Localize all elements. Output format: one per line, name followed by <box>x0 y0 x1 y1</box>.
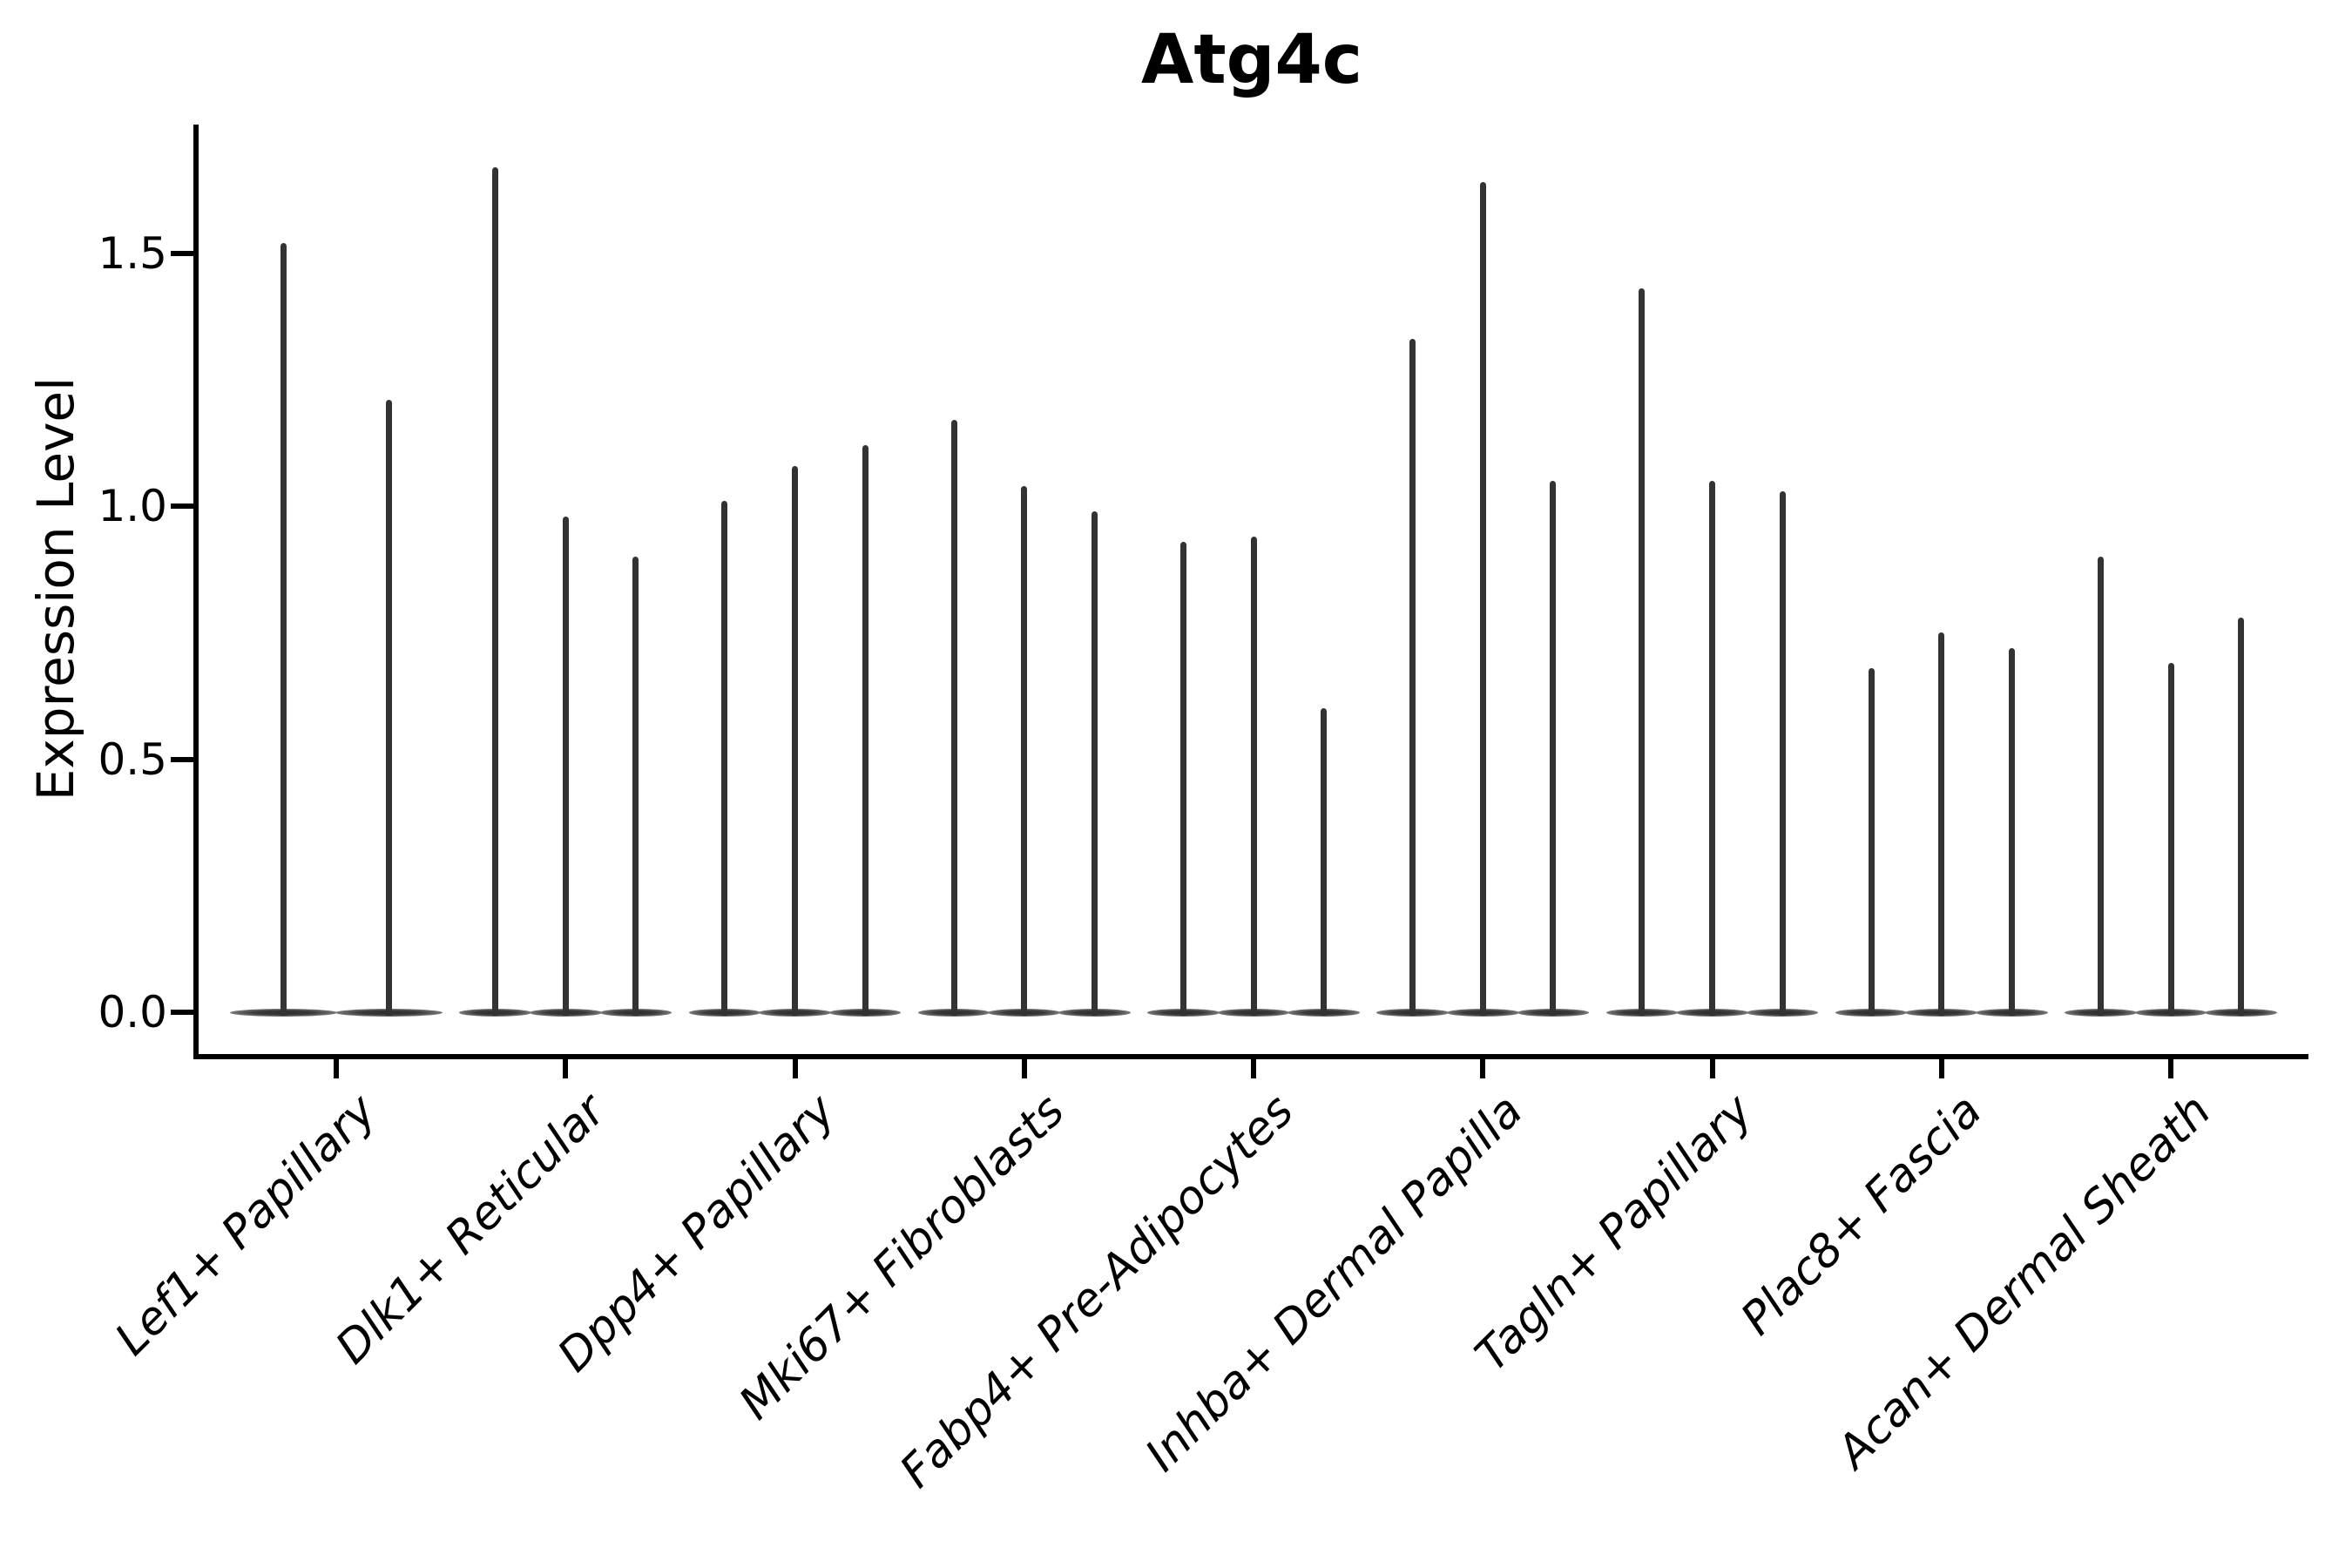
x-tick <box>1709 1059 1715 1078</box>
violin-spike <box>1779 490 1786 1016</box>
violin-spike <box>2167 663 2174 1016</box>
violin-spike <box>862 445 868 1016</box>
violin-spike <box>1409 339 1416 1016</box>
violin-spike <box>721 501 728 1016</box>
violin-spike <box>492 166 499 1016</box>
violin-spike <box>2097 557 2104 1016</box>
violin-spike <box>1639 288 1646 1016</box>
y-tick <box>171 250 193 256</box>
violin-spike <box>1479 182 1486 1016</box>
x-tick <box>2168 1059 2173 1078</box>
violin-spike <box>1250 536 1257 1016</box>
y-axis-spine <box>193 125 199 1059</box>
violin-spike <box>562 516 569 1016</box>
y-tick-label: 0.0 <box>98 987 167 1037</box>
violin-spike <box>1709 480 1715 1016</box>
violin-spike <box>1868 667 1875 1016</box>
violin-spike <box>2008 647 2015 1016</box>
x-tick <box>1480 1059 1486 1078</box>
x-tick <box>1251 1059 1256 1078</box>
y-tick-label: 1.0 <box>98 481 167 531</box>
violin-spike <box>632 557 639 1016</box>
violin-spike <box>280 242 287 1016</box>
violin-spike <box>386 399 392 1016</box>
x-tick <box>563 1059 569 1078</box>
violin-spike <box>1021 485 1028 1016</box>
violin-spike <box>1179 541 1186 1016</box>
violin-spike <box>1938 632 1945 1016</box>
y-tick <box>171 1010 193 1015</box>
y-tick <box>171 504 193 509</box>
x-tick <box>334 1059 339 1078</box>
violin-spike <box>1321 708 1328 1016</box>
y-tick-label: 0.5 <box>98 733 167 785</box>
x-tick <box>792 1059 798 1078</box>
x-tick <box>1938 1059 1944 1078</box>
violin-spike <box>1550 480 1557 1016</box>
x-tick <box>1021 1059 1027 1078</box>
violin-spike <box>2238 617 2245 1016</box>
violin-spike <box>1091 510 1098 1016</box>
x-axis-spine <box>193 1054 2308 1059</box>
violin-spike <box>950 420 957 1016</box>
y-tick-label: 1.5 <box>98 227 167 279</box>
y-tick <box>171 756 193 762</box>
violin-spike <box>792 465 798 1016</box>
chart-title: Atg4c <box>1141 21 1362 99</box>
